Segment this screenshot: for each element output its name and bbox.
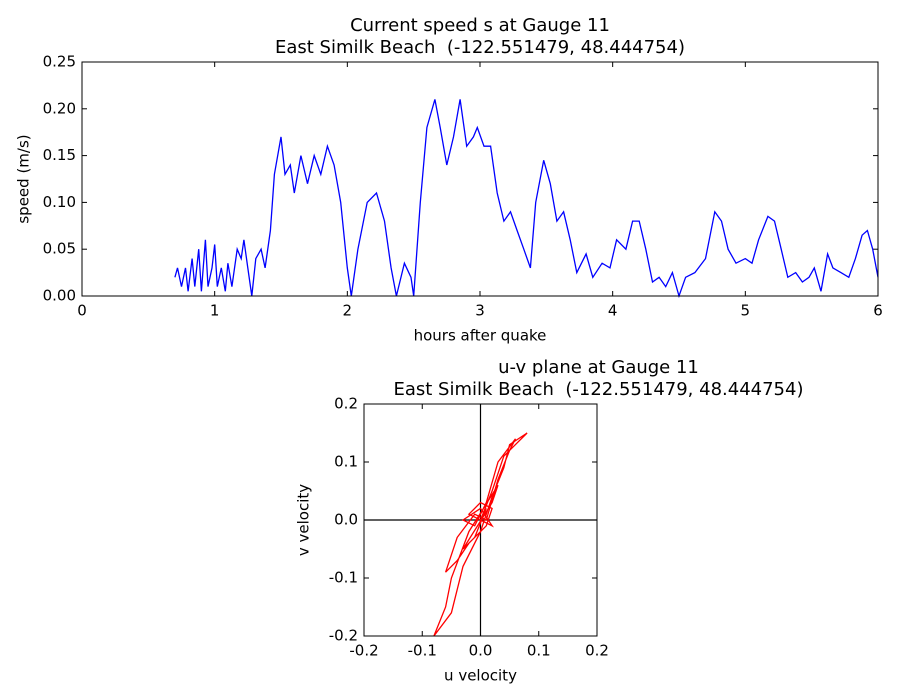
plot-frame <box>81 61 879 297</box>
x-tick-label: 0.0 <box>469 642 493 660</box>
chart-title: u-v plane at Gauge 11 <box>498 357 699 378</box>
y-tick-label: 0.2 <box>334 395 358 413</box>
y-tick-label: 0.15 <box>43 146 76 164</box>
chart-subtitle: East Similk Beach (-122.551479, 48.44475… <box>394 379 804 400</box>
y-tick-label: 0.20 <box>43 99 76 117</box>
x-tick-label: 5 <box>741 302 751 320</box>
x-tick-label: -0.1 <box>408 642 437 660</box>
x-tick-label: 4 <box>608 302 618 320</box>
x-tick-label: 0.1 <box>527 642 551 660</box>
x-tick-label: 1 <box>210 302 220 320</box>
x-tick-label: 2 <box>343 302 353 320</box>
chart-title: Current speed s at Gauge 11 <box>350 15 610 36</box>
y-tick-label: 0.10 <box>43 193 76 211</box>
y-tick-label: 0.05 <box>43 240 76 258</box>
y-tick-label: -0.1 <box>329 569 358 587</box>
y-tick-label: 0.0 <box>334 511 358 529</box>
y-axis-label: speed (m/s) <box>15 134 33 223</box>
y-tick-label: 0.25 <box>43 53 76 71</box>
x-tick-label: -0.2 <box>349 642 378 660</box>
y-tick-label: 0.00 <box>43 287 76 305</box>
x-tick-label: 0 <box>77 302 87 320</box>
data-line <box>174 99 879 299</box>
y-tick-label: 0.1 <box>334 453 358 471</box>
data-line <box>433 432 528 637</box>
x-tick-label: 6 <box>873 302 883 320</box>
plot-frame <box>363 403 598 637</box>
y-tick-label: -0.2 <box>329 627 358 645</box>
x-tick-label: 3 <box>475 302 485 320</box>
x-axis-label: hours after quake <box>414 327 547 345</box>
x-tick-label: 0.2 <box>585 642 609 660</box>
x-axis-label: u velocity <box>444 667 517 685</box>
y-axis-label: v velocity <box>295 484 313 556</box>
chart-subtitle: East Similk Beach (-122.551479, 48.44475… <box>275 37 685 58</box>
